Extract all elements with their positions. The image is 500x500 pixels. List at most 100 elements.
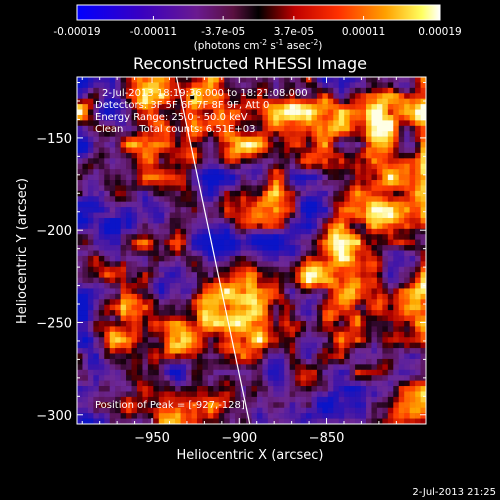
heatmap-cell [267, 358, 274, 365]
heatmap-cell [115, 174, 121, 181]
heatmap-cell [87, 266, 94, 273]
heatmap-cell [404, 310, 410, 316]
heatmap-cell [409, 364, 416, 371]
heatmap-cell [120, 288, 127, 295]
heatmap-cell [300, 386, 307, 392]
heatmap-cell [256, 82, 263, 89]
heatmap-cell [98, 320, 105, 327]
heatmap-cell [142, 320, 149, 327]
heatmap-cell [333, 293, 340, 300]
heatmap-cell [376, 310, 383, 316]
heatmap-cell [142, 142, 149, 148]
heatmap-cell [251, 190, 258, 197]
heatmap-cell [311, 396, 318, 403]
heatmap-cell [420, 158, 426, 165]
heatmap-cell [289, 255, 296, 262]
heatmap-cell [136, 109, 143, 116]
heatmap-cell [284, 87, 290, 94]
heatmap-cell [415, 93, 421, 99]
heatmap-cell [306, 396, 312, 403]
heatmap-cell [158, 342, 165, 349]
heatmap-cell [267, 261, 274, 268]
heatmap-cell [267, 142, 274, 148]
heatmap-cell [349, 353, 356, 360]
heatmap-cell [284, 407, 290, 414]
heatmap-cell [126, 277, 132, 284]
heatmap-cell [120, 234, 127, 240]
heatmap-cell [256, 228, 263, 235]
heatmap-cell [169, 283, 176, 289]
heatmap-cell [360, 125, 367, 132]
heatmap-cell [366, 136, 372, 143]
heatmap-cell [349, 158, 356, 165]
heatmap-cell [147, 418, 154, 424]
heatmap-cell [126, 283, 132, 289]
heatmap-cell [229, 266, 236, 273]
heatmap-cell [376, 163, 383, 170]
heatmap-cell [131, 87, 138, 94]
colorbar-tick-label: 0.00011 [342, 26, 385, 38]
heatmap-cell [213, 342, 220, 349]
heatmap-cell [393, 147, 400, 154]
heatmap-cell [344, 190, 350, 197]
heatmap-cell [131, 234, 138, 240]
heatmap-cell [120, 250, 127, 257]
heatmap-cell [415, 402, 421, 409]
heatmap-cell [382, 380, 389, 387]
heatmap-cell [98, 114, 105, 121]
heatmap-cell [229, 277, 236, 284]
heatmap-cell [98, 375, 105, 381]
heatmap-cell [393, 120, 400, 127]
heatmap-cell [158, 104, 165, 110]
heatmap-cell [295, 326, 301, 333]
heatmap-cell [289, 120, 296, 127]
heatmap-cell [224, 396, 230, 403]
heatmap-cell [158, 109, 165, 116]
heatmap-cell [169, 288, 176, 295]
heatmap-cell [366, 407, 372, 414]
heatmap-cell [360, 93, 367, 99]
heatmap-cell [153, 418, 160, 424]
heatmap-cell [164, 142, 170, 148]
heatmap-cell [196, 239, 203, 246]
heatmap-cell [175, 283, 181, 289]
heatmap-cell [355, 169, 361, 175]
heatmap-cell [196, 288, 203, 295]
heatmap-cell [404, 402, 410, 409]
heatmap-cell [240, 402, 247, 409]
heatmap-cell [158, 369, 165, 376]
heatmap-cell [224, 266, 230, 273]
heatmap-cell [393, 266, 400, 273]
heatmap-cell [295, 190, 301, 197]
heatmap-cell [164, 266, 170, 273]
heatmap-cell [147, 147, 154, 154]
heatmap-cell [202, 266, 209, 273]
heatmap-cell [409, 104, 416, 110]
heatmap-cell [131, 391, 138, 398]
heatmap-cell [136, 158, 143, 165]
heatmap-cell [98, 239, 105, 246]
heatmap-cell [415, 223, 421, 230]
heatmap-cell [98, 158, 105, 165]
heatmap-cell [284, 364, 290, 371]
heatmap-cell [109, 391, 116, 398]
heatmap-cell [180, 136, 187, 143]
heatmap-cell [82, 250, 89, 257]
heatmap-cell [300, 234, 307, 240]
heatmap-cell [82, 315, 89, 322]
heatmap-cell [311, 255, 318, 262]
heatmap-cell [158, 87, 165, 94]
heatmap-cell [366, 217, 372, 224]
heatmap-cell [404, 201, 410, 208]
heatmap-cell [240, 239, 247, 246]
heatmap-cell [349, 169, 356, 175]
heatmap-cell [180, 223, 187, 230]
heatmap-cell [131, 315, 138, 322]
heatmap-cell [164, 245, 170, 251]
heatmap-cell [98, 207, 105, 213]
heatmap-cell [175, 413, 181, 419]
heatmap-cell [136, 190, 143, 197]
heatmap-cell [256, 158, 263, 165]
heatmap-cell [306, 120, 312, 127]
heatmap-cell [398, 234, 405, 240]
